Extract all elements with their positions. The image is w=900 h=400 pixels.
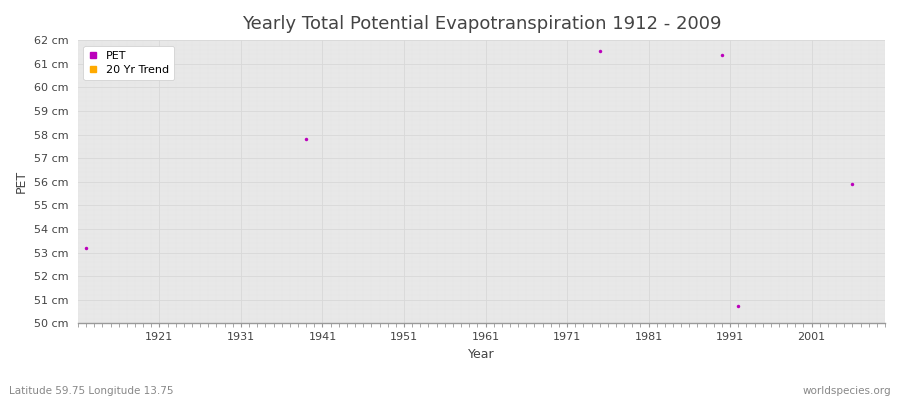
Text: worldspecies.org: worldspecies.org: [803, 386, 891, 396]
Point: [845, 181, 859, 187]
Text: Latitude 59.75 Longitude 13.75: Latitude 59.75 Longitude 13.75: [9, 386, 174, 396]
Point: [79, 245, 94, 251]
Y-axis label: PET: PET: [15, 170, 28, 193]
Legend: PET, 20 Yr Trend: PET, 20 Yr Trend: [84, 46, 175, 80]
Title: Yearly Total Potential Evapotranspiration 1912 - 2009: Yearly Total Potential Evapotranspiratio…: [242, 15, 721, 33]
X-axis label: Year: Year: [468, 348, 495, 361]
Point: [299, 136, 313, 142]
Point: [592, 48, 607, 54]
Point: [731, 302, 745, 309]
Point: [715, 52, 729, 59]
